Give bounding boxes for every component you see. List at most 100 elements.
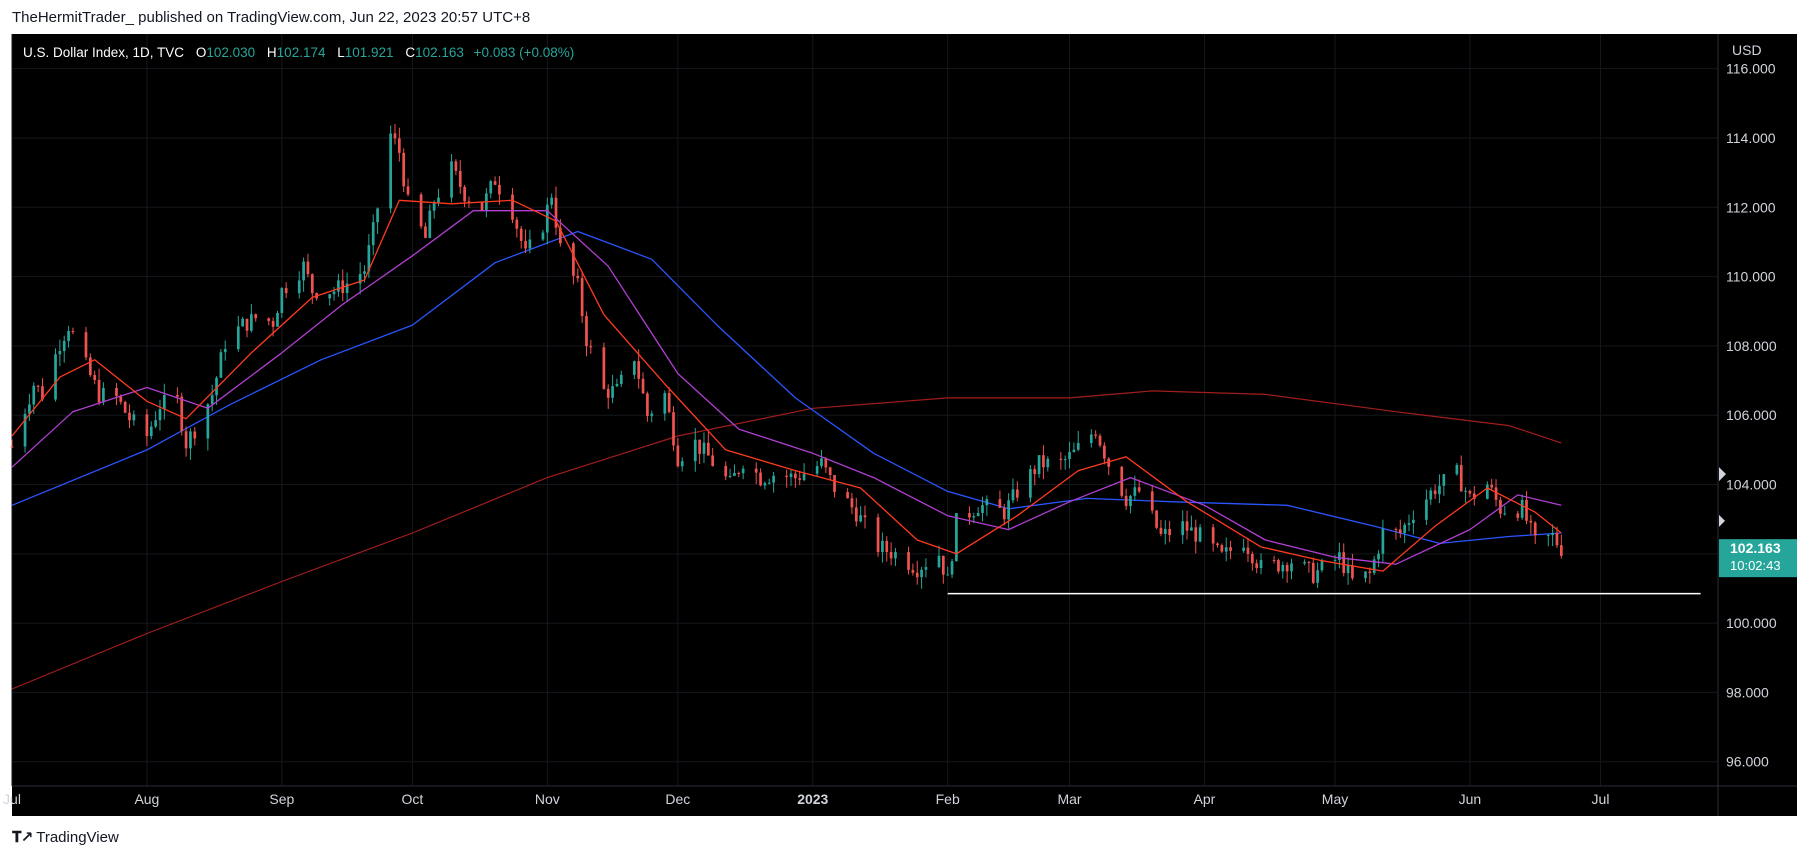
tradingview-brand[interactable]: 𝐓↗ TradingView [12, 828, 119, 846]
candle-body [1190, 527, 1193, 531]
tradingview-logo-icon: 𝐓↗ [12, 829, 33, 846]
candle-body [820, 458, 823, 467]
candle-body [1272, 560, 1276, 562]
candle-body [271, 320, 275, 327]
candle-body [1311, 562, 1315, 583]
candle-body [337, 280, 340, 292]
candle-body [310, 274, 314, 294]
candle-body [572, 243, 575, 276]
candle-body [1250, 553, 1254, 564]
candle-body [1442, 474, 1446, 486]
candle-body [1485, 484, 1489, 499]
candle-body [1277, 560, 1280, 572]
candle-body [1255, 563, 1259, 568]
candle-body [950, 561, 954, 575]
symbol-label[interactable]: U.S. Dollar Index, 1D, TVC [23, 45, 185, 60]
close-label: C [405, 45, 416, 60]
candle-body [663, 393, 667, 414]
candle-body [711, 455, 715, 466]
candle-body [458, 170, 462, 187]
candle-body [763, 483, 767, 486]
candle-body [88, 357, 92, 376]
candle-body [1377, 553, 1380, 560]
candle-body [672, 412, 675, 446]
ma-marker-icon [1719, 514, 1725, 527]
candle-body [132, 414, 136, 421]
ma-slow-path [11, 230, 1562, 545]
candle-body [863, 515, 867, 518]
x-tick-label: 2023 [797, 791, 828, 807]
candle-body [1063, 459, 1067, 461]
candle-body [28, 404, 31, 414]
candle-body [737, 472, 741, 474]
candle-body [524, 240, 527, 249]
candle-body [41, 386, 44, 400]
candle-body [1459, 465, 1463, 492]
time-axis[interactable]: Jul Aug Sep Oct Nov Dec 2023 Feb Mar Apr May Jun Jul [3, 785, 1797, 807]
ohlc-legend: U.S. Dollar Index, 1D, TVC O102.030 H102… [23, 45, 574, 60]
candle-body [1185, 521, 1189, 531]
candle-body [619, 374, 623, 385]
candle-body [1433, 490, 1437, 495]
candle-body [924, 567, 928, 570]
candle-body [463, 186, 466, 202]
candle-body [493, 181, 497, 185]
candle-body [402, 152, 406, 187]
candle-body [1551, 533, 1554, 535]
candle-body [528, 239, 532, 249]
candle-body [1520, 499, 1524, 518]
price-axis[interactable]: USD 116.000 114.000 112.000 110.000 108.000 10… [1717, 34, 1777, 816]
candle-body [219, 352, 223, 378]
price-badge-price: 102.163 [1730, 540, 1781, 556]
candle-body [1455, 465, 1459, 475]
candle-body [93, 375, 97, 380]
candle-body [941, 555, 945, 575]
candle-body [1002, 507, 1006, 520]
brand-name: TradingView [36, 829, 119, 846]
candle-body [1429, 490, 1433, 500]
y-tick-label: 104.000 [1726, 477, 1777, 493]
candle-body [637, 361, 641, 379]
candle-body [1163, 528, 1167, 534]
candle-body [1407, 523, 1411, 525]
candle-body [972, 516, 976, 518]
candle-body [437, 197, 440, 203]
ma-long-line [11, 390, 1562, 690]
candle-body [1129, 495, 1132, 507]
candle-body [632, 361, 636, 375]
candle-body [1059, 458, 1063, 460]
candle-body [419, 194, 423, 227]
candle-body [1089, 434, 1093, 443]
candle-body [920, 569, 923, 578]
candle-body [432, 202, 436, 211]
candle-body [794, 473, 797, 479]
candle-body [667, 393, 671, 413]
candle-body [1525, 499, 1528, 521]
candle-body [297, 280, 301, 294]
y-tick-label: 96.000 [1726, 754, 1769, 770]
candle-body [154, 420, 157, 427]
candle-body [894, 552, 897, 559]
y-tick-label: 108.000 [1726, 338, 1777, 354]
candle-body [946, 574, 950, 576]
candle-body [223, 349, 227, 353]
candle-body [1229, 547, 1232, 551]
candle-body [545, 204, 549, 233]
candle-body [1338, 552, 1341, 560]
candle-body [1198, 527, 1202, 542]
candle-body [1494, 487, 1498, 500]
candle-body [363, 271, 366, 274]
candle-body [1316, 570, 1319, 583]
y-tick-label: 110.000 [1726, 269, 1776, 285]
open-value: 102.030 [206, 45, 256, 60]
candle-body [306, 261, 310, 275]
candle-body [1516, 513, 1520, 518]
candle-body [254, 314, 258, 319]
candle-body [1381, 529, 1385, 554]
candle-body [1320, 560, 1324, 571]
y-tick-label: 116.000 [1726, 61, 1776, 77]
candle-body [128, 412, 131, 421]
candle-body [641, 378, 645, 394]
ma-fast-path [11, 199, 1562, 572]
